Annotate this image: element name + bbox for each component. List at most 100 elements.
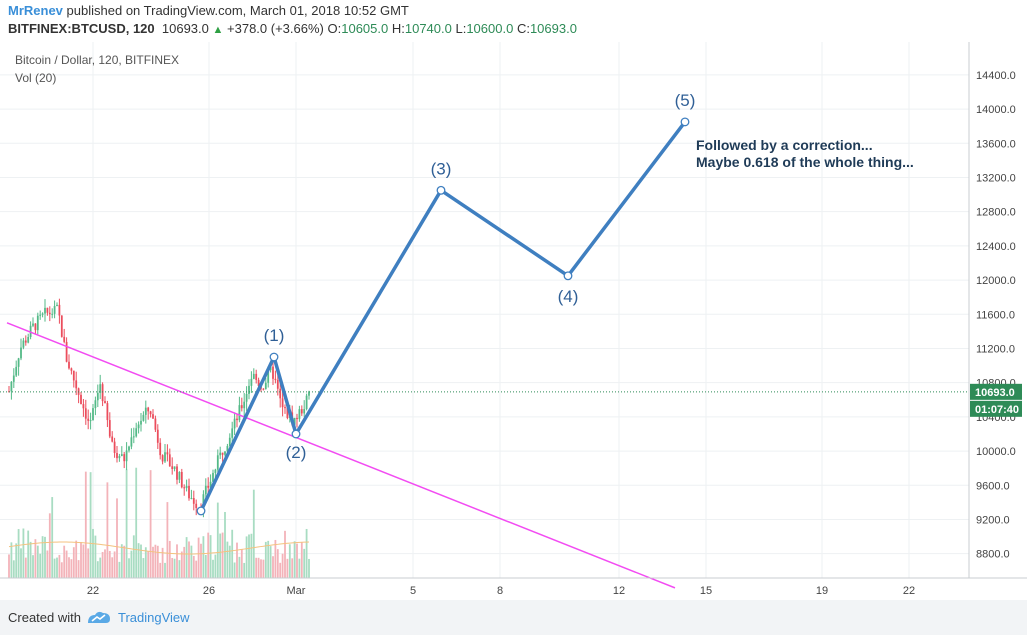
volume-bar (202, 536, 205, 578)
volume-bar (173, 558, 176, 578)
candle-body (132, 436, 135, 438)
volume-bar (168, 540, 171, 578)
volume-bar (296, 543, 298, 578)
tradingview-link[interactable]: TradingView (118, 610, 190, 625)
candle-body (159, 442, 162, 456)
y-tick-label: 10000.0 (976, 446, 1016, 458)
volume-bar (154, 544, 157, 578)
volume-bar (188, 541, 190, 578)
volume-ma-line (8, 541, 310, 555)
volume-bar (116, 498, 118, 578)
volume-bar (58, 554, 61, 578)
price-chart[interactable]: (1) (2) (3) (4) (5) 14400.0 14000.0 13600.0 132… (0, 42, 1027, 600)
volume-bar (288, 544, 291, 578)
y-tick-label: 12000.0 (976, 275, 1016, 287)
volume-bar (190, 545, 193, 578)
volume-bar (10, 542, 13, 578)
volume-bar (305, 528, 308, 578)
y-tick-label: 11600.0 (976, 309, 1015, 321)
candle-body (144, 407, 147, 415)
wave-point-handle[interactable] (680, 117, 690, 127)
candle-body (209, 481, 212, 488)
volume-bar (250, 533, 253, 578)
volume-bar (262, 559, 265, 578)
candle-body (130, 437, 133, 447)
volume-bar (291, 558, 294, 578)
y-tick-label: 9200.0 (976, 514, 1010, 526)
wave-point-handle[interactable] (291, 429, 301, 439)
y-tick-label: 11200.0 (976, 343, 1015, 355)
last-price-badge-text: 10693.0 (975, 387, 1015, 399)
candle-body (84, 408, 87, 419)
candle-body (272, 366, 274, 379)
volume-bar (12, 560, 15, 578)
candle-body (171, 466, 174, 470)
candle-body (308, 391, 310, 396)
candle-body (216, 455, 219, 470)
volume-bar (135, 467, 138, 578)
y-tick-label: 12800.0 (976, 207, 1016, 219)
volume-bar (89, 472, 92, 578)
volume-bar (195, 560, 198, 578)
candle-body (219, 452, 222, 456)
volume-bar (140, 544, 142, 578)
candle-body (284, 407, 286, 409)
volume-bar (72, 547, 75, 578)
wave-point-handle[interactable] (563, 271, 573, 281)
volume-bar (161, 547, 164, 578)
low-value: 10600.0 (466, 21, 514, 36)
volume-bar (228, 545, 231, 578)
candle-body (233, 418, 236, 429)
candle-body (70, 368, 73, 371)
volume-bar (192, 555, 195, 578)
candle-body (207, 485, 210, 488)
volume-bar (125, 469, 128, 578)
candle-body (178, 472, 181, 480)
volume-bar (20, 548, 22, 578)
trendline[interactable] (6, 322, 676, 589)
candle-body (137, 424, 140, 429)
wave-point-handle[interactable] (196, 506, 206, 516)
candle-body (56, 304, 58, 307)
y-tick-label: 8800.0 (976, 549, 1010, 561)
candle-body (276, 380, 279, 389)
volume-bar (132, 535, 135, 578)
candle-body (96, 392, 99, 401)
volume-bar (214, 554, 217, 578)
volume-bar (286, 558, 289, 578)
volume-bar (274, 539, 277, 578)
candle-body (250, 378, 253, 386)
elliott-wave-path[interactable] (199, 120, 687, 512)
candle-body (226, 446, 229, 452)
candle-body (269, 366, 272, 371)
candle-body (128, 446, 130, 451)
wave-point-handle[interactable] (269, 352, 279, 362)
candle-body (32, 323, 34, 326)
volume-bar (70, 559, 73, 578)
created-with-label: Created with (8, 610, 81, 625)
candle-body (231, 428, 234, 438)
volume-bar (75, 540, 78, 578)
candle-body (255, 373, 258, 380)
open-value: 10605.0 (341, 21, 389, 36)
ohlc-line: BITFINEX:BTCUSD, 120 10693.0 ▲ +378.0 (+… (8, 21, 577, 36)
candle-body (267, 370, 270, 383)
x-tick-label: 8 (497, 585, 503, 597)
wave-point-handle[interactable] (436, 185, 446, 195)
volume-bar (216, 502, 219, 578)
volume-bar (204, 554, 207, 578)
volume-bar (212, 559, 214, 578)
volume-bar (82, 544, 85, 578)
candle-body (190, 497, 193, 499)
x-tick-label: 26 (203, 585, 215, 597)
volume-bar (276, 549, 279, 578)
last-price-badge (970, 383, 1022, 400)
author-name[interactable]: MrRenev (8, 3, 63, 18)
volume-bar (142, 558, 145, 578)
volume-legend: Vol (20) (15, 71, 56, 85)
countdown-badge (970, 400, 1022, 417)
candle-body (264, 382, 267, 389)
volume-bar (284, 530, 286, 578)
volume-bar (300, 542, 303, 578)
volume-bars (8, 467, 310, 578)
